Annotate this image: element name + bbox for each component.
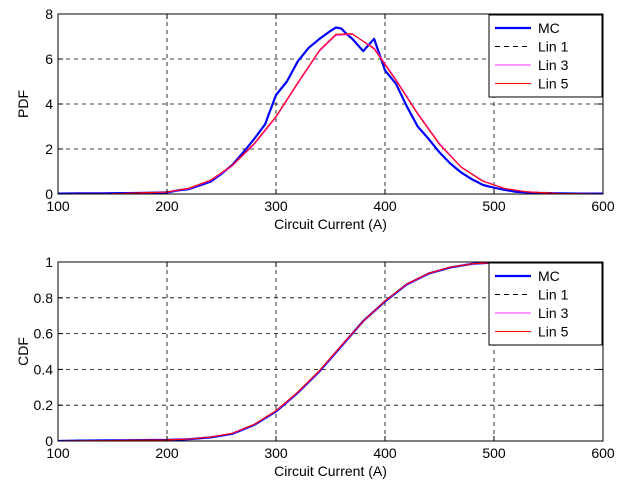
legend-label-lin-1: Lin 1 (538, 39, 569, 55)
y-tick-label: 0 (45, 433, 53, 449)
y-tick-label: 6 (45, 51, 53, 67)
y-tick-label: 0 (45, 186, 53, 202)
legend-label-mc: MC (538, 268, 560, 284)
x-tick-label: 200 (155, 198, 179, 214)
y-tick-label: 1 (45, 254, 53, 270)
x-tick-label: 600 (591, 198, 615, 214)
chart-panel-2: 100 200 300 400 500 600 0 0.2 0.4 0.6 0.8 1 Circuit … (15, 254, 615, 479)
x-tick-label: 400 (373, 198, 397, 214)
series-line-lin-5 (58, 262, 603, 441)
legend: MC Lin 1 Lin 3 Lin 5 (488, 14, 603, 98)
y-axis-label: CDF (15, 337, 31, 366)
x-tick-label: 500 (482, 198, 506, 214)
series-group (58, 26, 603, 194)
y-tick-label: 0.2 (34, 397, 54, 413)
x-tick-label: 500 (482, 445, 506, 461)
chart-panel-1: 100 200 300 400 500 600 0 2 4 6 8 Circuit Current (… (15, 6, 615, 232)
x-tick-label: 100 (46, 198, 70, 214)
x-tick-label: 400 (373, 445, 397, 461)
y-tick-label: 8 (45, 6, 53, 22)
x-tick-label: 300 (264, 445, 288, 461)
y-tick-label: 2 (45, 141, 53, 157)
legend: MC Lin 1 Lin 3 Lin 5 (488, 262, 603, 346)
legend-label-lin-5: Lin 5 (538, 324, 569, 340)
x-axis-label: Circuit Current (A) (274, 216, 387, 232)
y-tick-label: 4 (45, 96, 53, 112)
x-tick-label: 600 (591, 445, 615, 461)
x-tick-label: 200 (155, 445, 179, 461)
axes-frame (57, 261, 604, 442)
y-tick-label: 0.4 (34, 361, 54, 377)
legend-label-lin-3: Lin 3 (538, 57, 569, 73)
legend-label-mc: MC (538, 20, 560, 36)
legend-label-lin-3: Lin 3 (538, 305, 569, 321)
legend-label-lin-1: Lin 1 (538, 287, 569, 303)
x-tick-label: 100 (46, 445, 70, 461)
y-tick-label: 0.8 (34, 290, 54, 306)
series-line-lin-5 (58, 33, 603, 194)
y-axis-label: PDF (15, 90, 31, 118)
x-tick-label: 300 (264, 198, 288, 214)
series-group (58, 262, 603, 441)
x-axis-label: Circuit Current (A) (274, 463, 387, 479)
legend-label-lin-5: Lin 5 (538, 76, 569, 92)
y-tick-label: 0.6 (34, 326, 54, 342)
